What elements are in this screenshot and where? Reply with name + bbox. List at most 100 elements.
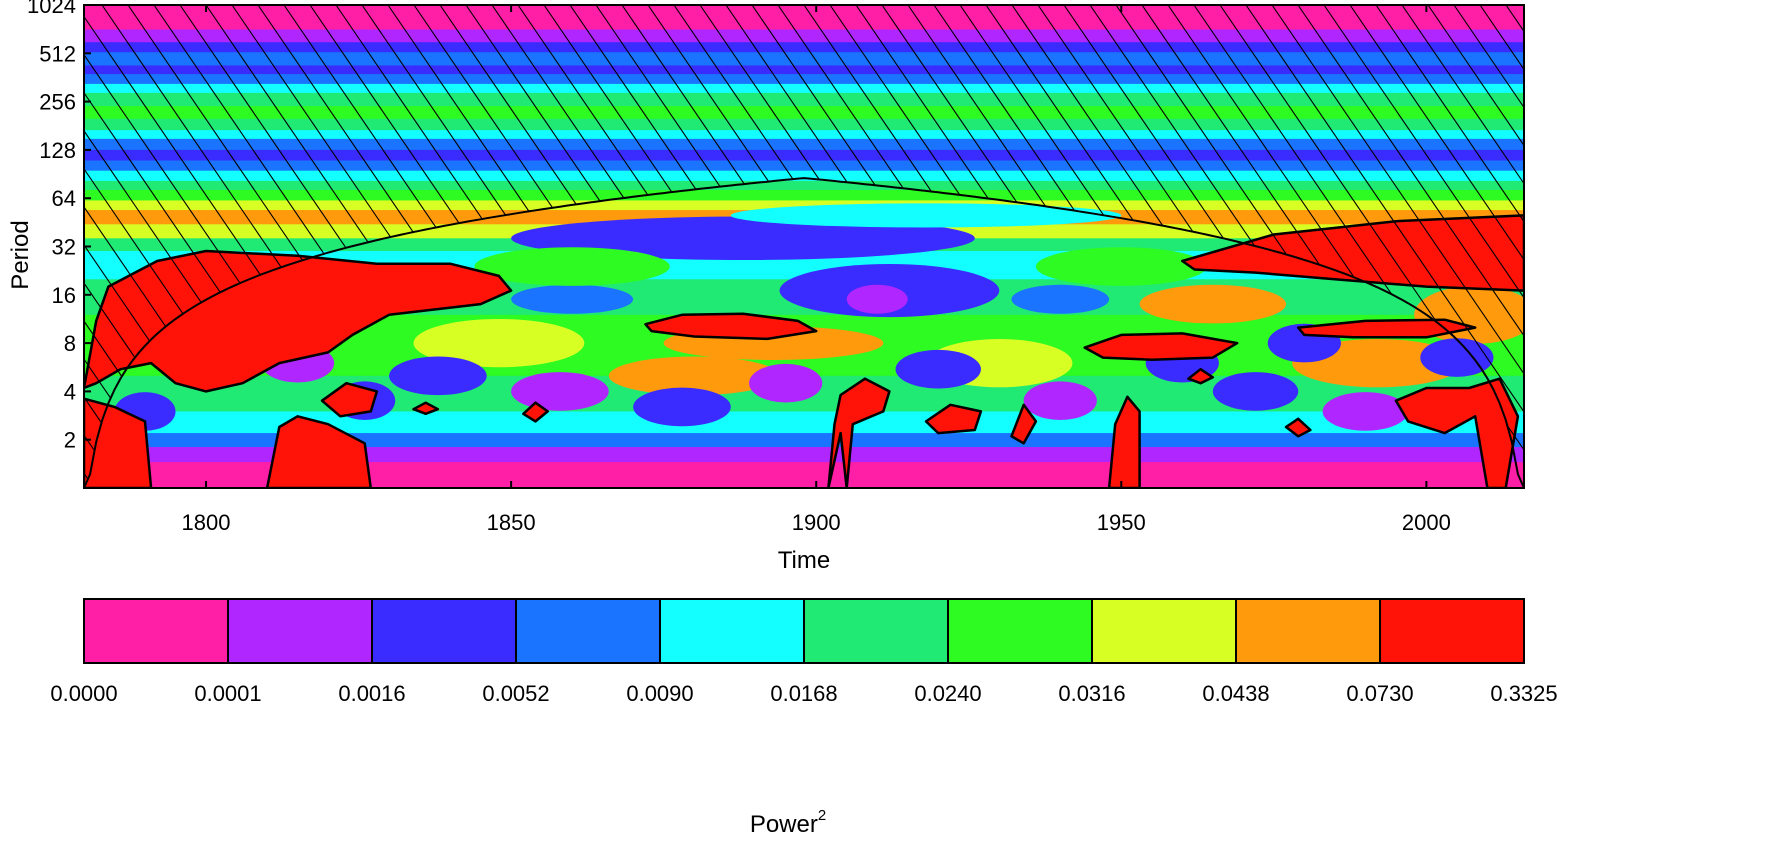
power-blob-22: [1322, 392, 1409, 431]
hatch-line: [1610, 5, 1772, 488]
wavelet-power-heatmap: [84, 5, 1772, 488]
hatch-line: [84, 5, 147, 488]
period-band-12: [84, 149, 1524, 161]
cone-of-influence-line: [84, 177, 1524, 488]
y-tick-label: 128: [39, 138, 76, 163]
region-early-large: [84, 249, 513, 393]
hatch-line: [1558, 5, 1772, 488]
power-blob-19: [895, 349, 981, 389]
colorbar-swatch: [659, 598, 805, 664]
period-band-1: [84, 29, 1524, 43]
hatch-line: [1740, 5, 1772, 488]
region-1963: [1187, 367, 1215, 385]
colorbar-swatch: [227, 598, 373, 664]
period-band-13: [84, 160, 1524, 172]
colorbar-level-label: 0.0090: [626, 681, 693, 706]
period-band-0: [84, 5, 1524, 31]
hatch-line: [1714, 5, 1772, 488]
power-blob-9: [1139, 284, 1287, 324]
colorbar-level-label: 0.0052: [482, 681, 549, 706]
region-1934: [1010, 403, 1038, 445]
hatch-line: [1505, 5, 1524, 488]
region-1855: [522, 401, 549, 423]
region-1922: [924, 403, 983, 435]
colorbar-swatch: [1091, 598, 1237, 664]
region-1995-period-10: [1296, 318, 1477, 339]
hatch-line: [1375, 5, 1524, 488]
y-tick-label: 256: [39, 90, 76, 115]
power-blob-18: [749, 363, 823, 403]
y-tick-label: 16: [52, 283, 76, 308]
region-right-upper: [1181, 214, 1524, 292]
hatch-line: [1427, 5, 1524, 488]
colorbar-level-label: 0.0000: [50, 681, 117, 706]
period-band-25: [84, 411, 1524, 434]
power-blob-16: [511, 372, 609, 411]
colorbar-level-label: 0.0316: [1058, 681, 1125, 706]
power-blob-21: [1212, 372, 1299, 411]
colorbar-swatch: [83, 598, 229, 664]
power-blob-3: [511, 284, 634, 314]
colorbar-level-label: 0.0168: [770, 681, 837, 706]
hatch-line: [1401, 5, 1524, 488]
x-axis: 1800 1850 1900 1950 2000: [182, 5, 1451, 535]
hatch-line: [1297, 5, 1524, 488]
region-1810-1826: [265, 415, 373, 488]
colorbar-swatch: [1235, 598, 1381, 664]
period-band-14: [84, 170, 1524, 182]
power-blob-4: [1011, 284, 1110, 314]
y-axis: 2 4 8 16 32 64 128 256 512 1024: [27, 0, 91, 453]
period-band-26: [84, 433, 1524, 448]
colorbar-level-label: 0.0240: [914, 681, 981, 706]
colorbar-level-label: 0.0016: [338, 681, 405, 706]
period-band-11: [84, 138, 1524, 151]
y-tick-label: 2: [64, 428, 76, 453]
colorbar-level-label: 0.3325: [1490, 681, 1557, 706]
y-tick-label: 512: [39, 41, 76, 66]
y-tick-label: 64: [52, 186, 76, 211]
colorbar-title-text: Power: [750, 811, 818, 838]
period-band-10: [84, 130, 1524, 140]
region-1902-stem: [827, 377, 891, 488]
power-blob-5: [730, 203, 1122, 228]
hatch-line: [1766, 5, 1772, 488]
power-blob-17: [633, 387, 731, 427]
power-blob-0: [511, 216, 975, 261]
power-blob-12: [413, 318, 585, 368]
colorbar: 0.0000 0.0001 0.0016 0.0052 0.0090 0.0168 0.02…: [50, 598, 1558, 706]
hatch-line: [1584, 5, 1772, 488]
period-band-5: [84, 74, 1524, 85]
colorbar-level-label: 0.0438: [1202, 681, 1269, 706]
period-band-8: [84, 106, 1524, 120]
x-tick-label: 1800: [182, 510, 231, 535]
x-tick-label: 1950: [1097, 510, 1146, 535]
period-band-4: [84, 65, 1524, 75]
hatch-line: [1532, 5, 1772, 488]
colorbar-level-label: 0.0730: [1346, 681, 1413, 706]
region-1950-stem: [1107, 395, 1141, 488]
power-blob-11: [608, 356, 780, 396]
colorbar-swatch: [947, 598, 1093, 664]
hatch-line: [1662, 5, 1772, 488]
power-blob-20: [1023, 381, 1097, 421]
x-tick-label: 1850: [487, 510, 536, 535]
hatch-line: [1688, 5, 1772, 488]
y-tick-label: 1024: [27, 0, 76, 18]
hatch-line: [1245, 5, 1524, 488]
y-tick-label: 4: [64, 379, 76, 404]
x-axis-title: Time: [778, 547, 830, 574]
colorbar-swatch: [803, 598, 949, 664]
x-tick-label: 2000: [1402, 510, 1451, 535]
period-band-7: [84, 92, 1524, 107]
period-band-9: [84, 118, 1524, 131]
colorbar-swatch: [1379, 598, 1525, 664]
power-blob-15: [389, 356, 487, 396]
period-band-3: [84, 52, 1524, 66]
y-tick-label: 32: [52, 235, 76, 260]
power-blob-2: [846, 284, 908, 314]
hatch-line: [1271, 5, 1524, 488]
hatch-line: [1636, 5, 1772, 488]
period-band-6: [84, 83, 1524, 94]
power-blob-23: [1420, 338, 1494, 377]
